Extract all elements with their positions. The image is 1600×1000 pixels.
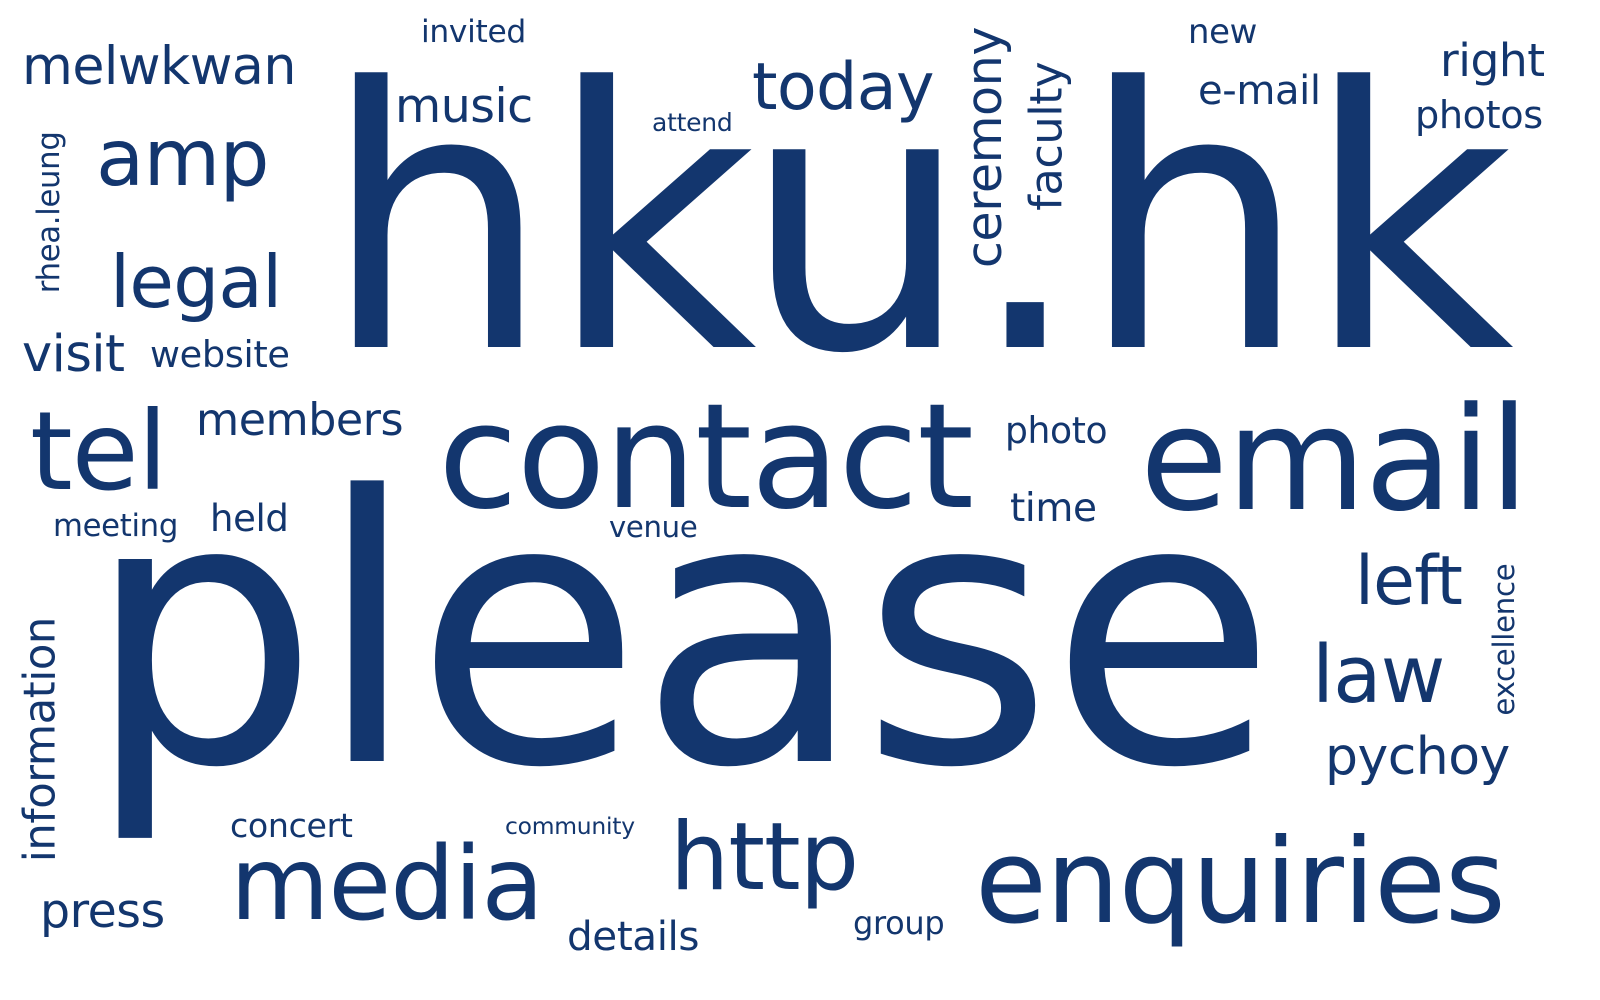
word-right: right bbox=[1440, 33, 1545, 87]
word-media: media bbox=[230, 825, 544, 944]
word-concert: concert bbox=[230, 805, 353, 845]
word-e-mail: e-mail bbox=[1198, 67, 1321, 114]
word-rhea-leung: rhea.leung bbox=[32, 131, 68, 294]
word-left: left bbox=[1355, 542, 1463, 621]
word-invited: invited bbox=[421, 14, 526, 51]
word-http: http bbox=[670, 802, 859, 912]
word-law: law bbox=[1312, 628, 1445, 721]
word-website: website bbox=[150, 332, 290, 376]
word-time: time bbox=[1010, 485, 1097, 531]
word-email: email bbox=[1140, 376, 1529, 544]
word-hku-hk: hku.hk bbox=[322, 11, 1514, 433]
word-tel: tel bbox=[30, 388, 168, 515]
word-community: community bbox=[505, 812, 635, 841]
word-visit: visit bbox=[22, 324, 125, 384]
word-enquiries: enquiries bbox=[975, 813, 1506, 951]
word-details: details bbox=[567, 911, 700, 960]
word-faculty: faculty bbox=[1020, 61, 1073, 211]
word-held: held bbox=[210, 496, 289, 540]
word-amp: amp bbox=[96, 111, 269, 204]
word-group: group bbox=[853, 904, 945, 942]
word-press: press bbox=[40, 884, 165, 940]
word-attend: attend bbox=[652, 107, 733, 137]
word-photo: photo bbox=[1005, 410, 1108, 452]
word-ceremony: ceremony bbox=[954, 26, 1013, 269]
word-meeting: meeting bbox=[53, 508, 178, 544]
word-contact: contact bbox=[438, 372, 974, 542]
word-please: please bbox=[85, 419, 1277, 850]
word-music: music bbox=[395, 79, 533, 135]
word-new: new bbox=[1188, 12, 1258, 52]
word-photos: photos bbox=[1415, 93, 1543, 138]
word-information: information bbox=[15, 617, 66, 863]
word-members: members bbox=[196, 394, 404, 446]
word-melwkwan: melwkwan bbox=[22, 36, 296, 97]
word-pychoy: pychoy bbox=[1325, 727, 1510, 787]
word-today: today bbox=[752, 50, 934, 125]
word-venue: venue bbox=[609, 510, 698, 545]
word-excellence: excellence bbox=[1486, 563, 1521, 716]
word-legal: legal bbox=[110, 240, 282, 325]
